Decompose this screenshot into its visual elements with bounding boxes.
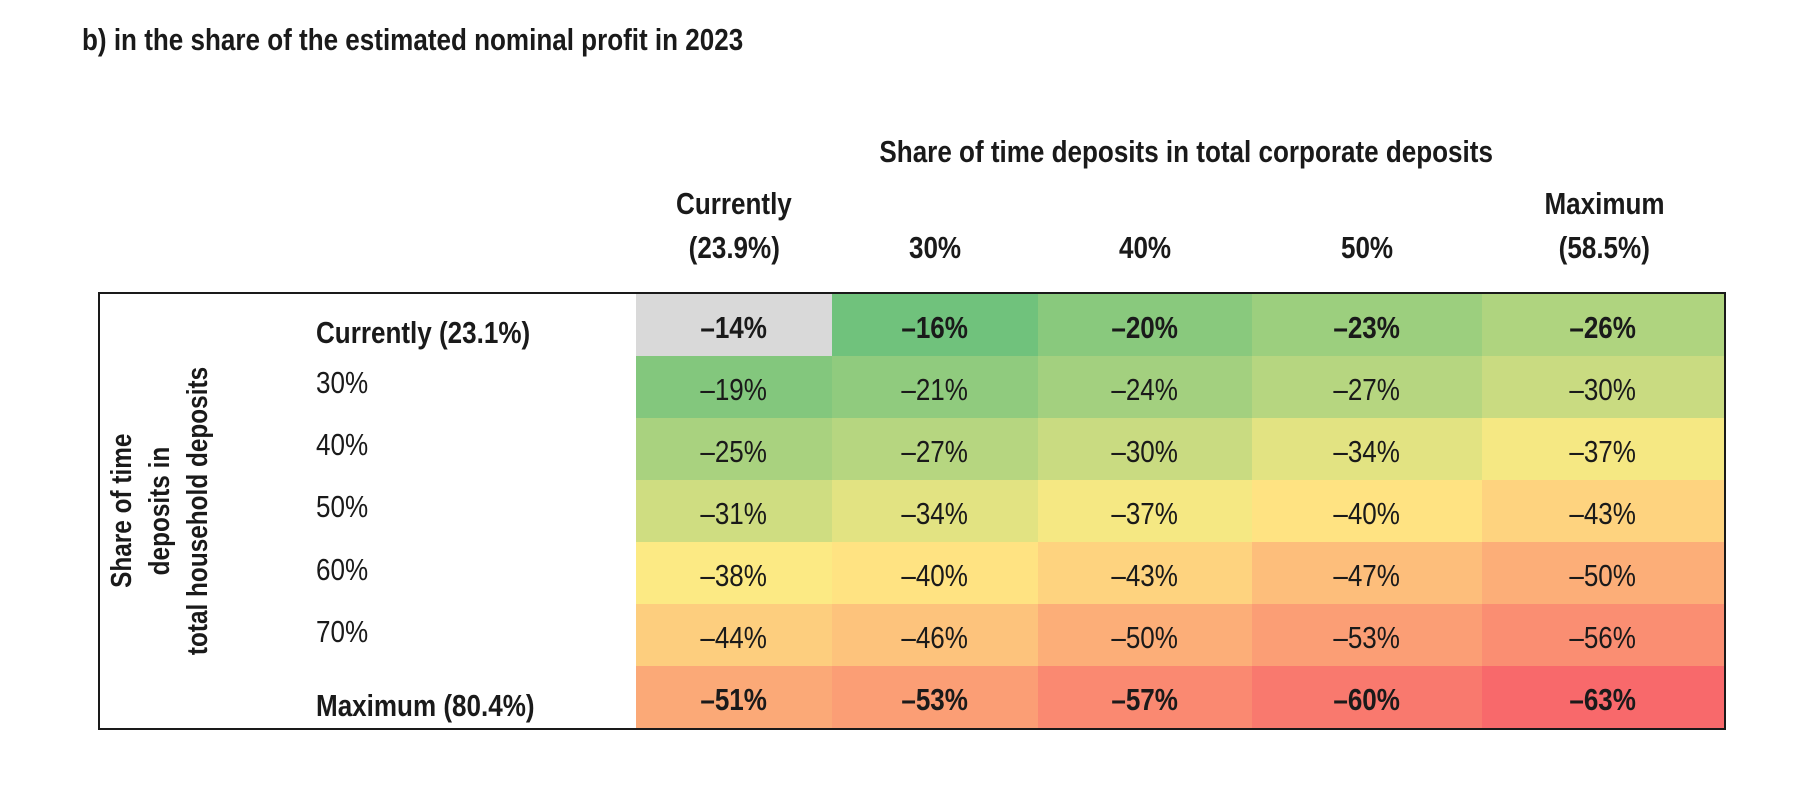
heatmap-cell-r5-c0: –44% [636, 604, 832, 666]
heatmap-cell-label: –19% [700, 372, 768, 407]
heatmap-cell-label: –21% [901, 372, 969, 407]
heatmap-cell-r3-c4: –43% [1482, 480, 1724, 542]
heatmap-cell-r6-c0: –51% [636, 666, 832, 728]
heatmap-cell-label: –40% [901, 558, 969, 593]
heatmap-cell-label: –23% [1333, 310, 1401, 345]
heatmap-cell-r2-c0: –25% [636, 418, 832, 480]
heatmap-cell-label: –27% [1333, 372, 1401, 407]
heatmap-cell-r6-c3: –60% [1252, 666, 1482, 728]
heatmap-cell-label: –26% [1569, 310, 1637, 345]
heatmap-cell-r4-c0: –38% [636, 542, 832, 604]
heatmap-cell-r5-c1: –46% [832, 604, 1038, 666]
heatmap-cell-r2-c2: –30% [1038, 418, 1252, 480]
heatmap-cell-r1-c1: –21% [832, 356, 1038, 418]
heatmap-cell-label: –34% [901, 496, 969, 531]
column-header-currently: Currently (23.9%) [676, 186, 792, 265]
heatmap-cell-label: –43% [1569, 496, 1637, 531]
row-label-50: 50% [316, 489, 369, 524]
heatmap-cell-r6-c4: –63% [1482, 666, 1724, 728]
heatmap-cell-r3-c3: –40% [1252, 480, 1482, 542]
heatmap-cell-r4-c3: –47% [1252, 542, 1482, 604]
heatmap-cell-label: –30% [1111, 434, 1179, 469]
heatmap-cell-label: –43% [1111, 558, 1179, 593]
heatmap-cell-r0-c3: –23% [1252, 294, 1482, 356]
column-header-maximum: Maximum (58.5%) [1543, 186, 1665, 265]
row-label-70: 70% [316, 614, 369, 649]
heatmap-cell-label: –63% [1569, 682, 1637, 717]
heatmap-cell-r1-c4: –30% [1482, 356, 1724, 418]
heatmap-cell-label: –14% [700, 310, 768, 345]
column-axis-label: Share of time deposits in total corporat… [879, 134, 1493, 169]
heatmap-cell-label: –50% [1111, 620, 1179, 655]
heatmap-cell-r3-c2: –37% [1038, 480, 1252, 542]
heatmap-cell-label: –38% [700, 558, 768, 593]
heatmap-cell-r0-c4: –26% [1482, 294, 1724, 356]
heatmap-cell-label: –37% [1569, 434, 1637, 469]
heatmap-cell-r4-c4: –50% [1482, 542, 1724, 604]
column-header-30: 30% [908, 230, 962, 265]
heatmap-cell-r4-c1: –40% [832, 542, 1038, 604]
row-label-60: 60% [316, 552, 369, 587]
row-label-40: 40% [316, 427, 369, 462]
heatmap-cell-label: –53% [1333, 620, 1401, 655]
heatmap-cell-r5-c4: –56% [1482, 604, 1724, 666]
heatmap-cell-label: –51% [700, 682, 768, 717]
heatmap-cell-label: –50% [1569, 558, 1637, 593]
heatmap-cell-r4-c2: –43% [1038, 542, 1252, 604]
heatmap-cell-r2-c3: –34% [1252, 418, 1482, 480]
heatmap-cell-label: –47% [1333, 558, 1401, 593]
heatmap-cell-r6-c1: –53% [832, 666, 1038, 728]
heatmap-cell-r5-c2: –50% [1038, 604, 1252, 666]
column-header-40: 40% [1118, 230, 1172, 265]
heatmap-cell-r1-c0: –19% [636, 356, 832, 418]
row-label-30: 30% [316, 365, 369, 400]
table-frame [98, 292, 1726, 730]
chart-title: b) in the share of the estimated nominal… [82, 22, 744, 57]
heatmap-cell-r0-c1: –16% [832, 294, 1038, 356]
heatmap-cell-label: –40% [1333, 496, 1401, 531]
heatmap-cell-label: –31% [700, 496, 768, 531]
column-header-50: 50% [1340, 230, 1394, 265]
row-label-maximum: Maximum (80.4%) [316, 688, 535, 723]
heatmap-cell-r1-c2: –24% [1038, 356, 1252, 418]
heatmap-cell-r1-c3: –27% [1252, 356, 1482, 418]
heatmap-cell-r5-c3: –53% [1252, 604, 1482, 666]
heatmap-cell-label: –16% [901, 310, 969, 345]
heatmap-cell-label: –44% [700, 620, 768, 655]
heatmap-cell-r3-c1: –34% [832, 480, 1038, 542]
heatmap-cell-label: –46% [901, 620, 969, 655]
heatmap-cell-r0-c2: –20% [1038, 294, 1252, 356]
heatmap-cell-label: –34% [1333, 434, 1401, 469]
heatmap-cell-r3-c0: –31% [636, 480, 832, 542]
heatmap-cell-r6-c2: –57% [1038, 666, 1252, 728]
heatmap-cell-label: –27% [901, 434, 969, 469]
heatmap-cell-r2-c4: –37% [1482, 418, 1724, 480]
heatmap-cell-label: –20% [1111, 310, 1179, 345]
heatmap-cell-r2-c1: –27% [832, 418, 1038, 480]
heatmap-cell-r0-c0: –14% [636, 294, 832, 356]
heatmap-cell-label: –24% [1111, 372, 1179, 407]
heatmap-cell-label: –37% [1111, 496, 1179, 531]
heatmap-cell-label: –30% [1569, 372, 1637, 407]
heatmap-cell-label: –56% [1569, 620, 1637, 655]
heatmap-cell-label: –60% [1333, 682, 1401, 717]
row-label-currently: Currently (23.1%) [316, 315, 531, 350]
heatmap-cell-label: –57% [1111, 682, 1179, 717]
heatmap-cell-label: –53% [901, 682, 969, 717]
heatmap-cell-label: –25% [700, 434, 768, 469]
